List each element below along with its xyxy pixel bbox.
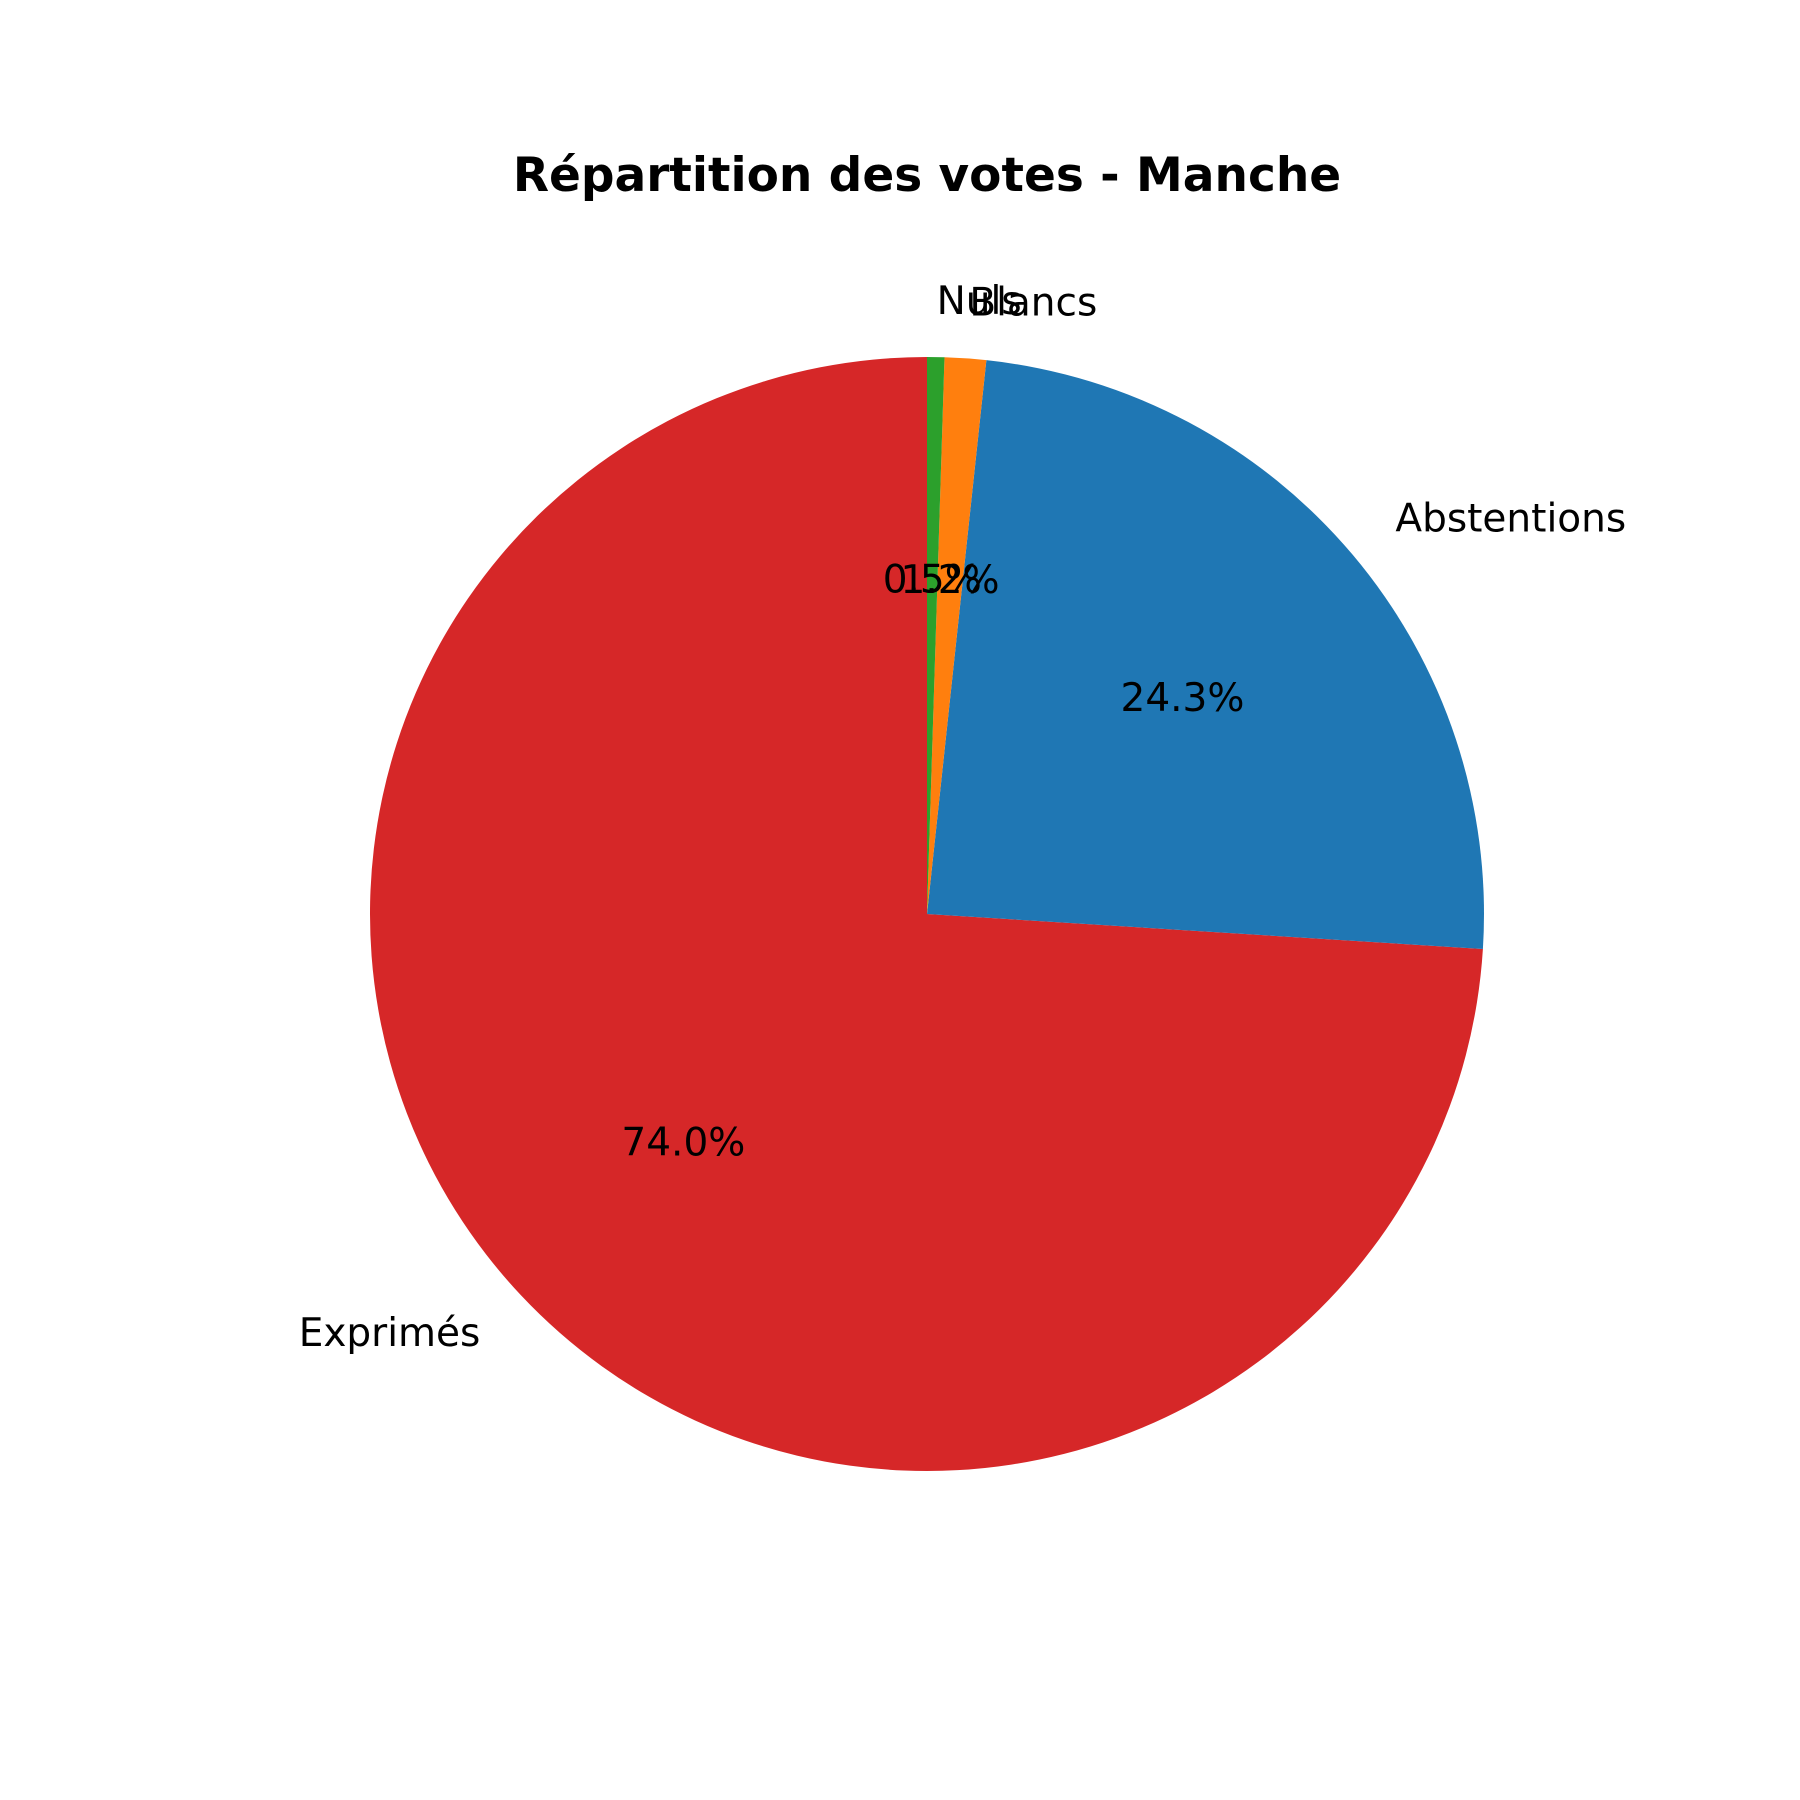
percent-label-nuls: 0.5% [883,557,982,602]
pie-slice-abstentions [927,360,1484,949]
pie-slices [369,357,1484,1471]
pie-slice-blancs [927,357,987,914]
slice-label-blancs: Blancs [969,280,1097,325]
pie-slice-exprimes [369,357,1483,1471]
percent-label-exprimes: 74.0% [621,1120,745,1165]
percent-labels: 74.0% 24.3% 1.2%0.5% [621,557,1244,1165]
pie-slice-nuls [927,357,945,914]
percent-label-abstentions: 24.3% [1121,676,1245,721]
percent-label-blancs: 1.2% [901,558,1000,603]
slice-label-nuls: Nuls [937,279,1022,324]
slice-label-abstentions: Abstentions [1395,497,1626,542]
chart-title: Répartition des votes - Manche [513,148,1341,203]
slice-label-exprimes: Exprimés [299,1311,481,1356]
